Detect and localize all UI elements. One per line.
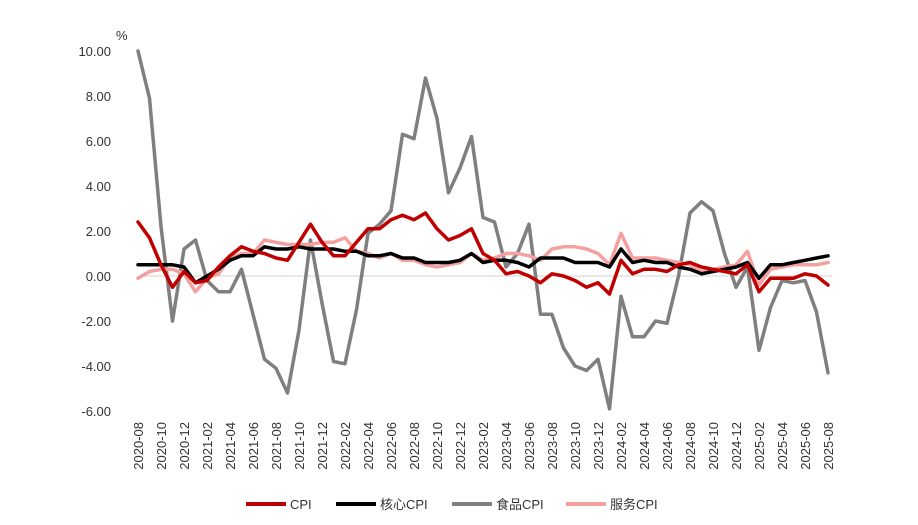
y-axis-unit-label: % xyxy=(116,28,128,43)
x-tick-label: 2024-04 xyxy=(637,422,652,470)
x-tick-label: 2020-12 xyxy=(177,422,192,470)
x-tick-label: 2024-06 xyxy=(660,422,675,470)
y-tick-label: -4.00 xyxy=(81,359,111,374)
x-tick-label: 2022-08 xyxy=(407,422,422,470)
y-tick-label: 10.00 xyxy=(78,44,111,59)
legend-label: CPI xyxy=(290,497,312,512)
legend-label: 服务CPI xyxy=(610,497,658,512)
x-tick-label: 2022-02 xyxy=(338,422,353,470)
x-tick-label: 2021-02 xyxy=(200,422,215,470)
x-tick-label: 2022-12 xyxy=(453,422,468,470)
x-tick-label: 2023-10 xyxy=(568,422,583,470)
series-line-0 xyxy=(136,211,830,296)
x-tick-label: 2020-10 xyxy=(154,422,169,470)
y-tick-label: 0.00 xyxy=(86,269,111,284)
x-tick-label: 2023-06 xyxy=(522,422,537,470)
x-tick-label: 2021-06 xyxy=(246,422,261,470)
x-tick-label: 2024-08 xyxy=(683,422,698,470)
x-tick-label: 2021-12 xyxy=(315,422,330,470)
y-tick-label: 6.00 xyxy=(86,134,111,149)
y-tick-label: -2.00 xyxy=(81,314,111,329)
series-line-1 xyxy=(136,245,830,285)
y-axis-tick-labels: 10.00 8.00 6.00 4.00 2.00 0.00 -2.00 -4.00 -6.00 xyxy=(78,44,111,419)
x-tick-label: 2022-04 xyxy=(361,422,376,470)
x-tick-label: 2025-04 xyxy=(775,422,790,470)
x-tick-label: 2021-04 xyxy=(223,422,238,470)
legend: CPI 核心CPI 食品CPI 服务CPI xyxy=(246,497,658,512)
x-tick-label: 2021-08 xyxy=(269,422,284,470)
x-tick-label: 2023-08 xyxy=(545,422,560,470)
x-tick-label: 2022-06 xyxy=(384,422,399,470)
y-tick-label: 8.00 xyxy=(86,89,111,104)
y-tick-label: 2.00 xyxy=(86,224,111,239)
y-tick-label: -6.00 xyxy=(81,404,111,419)
legend-label: 核心CPI xyxy=(380,497,428,512)
x-tick-label: 2025-02 xyxy=(752,422,767,470)
x-tick-label: 2023-04 xyxy=(499,422,514,470)
x-tick-label: 2024-12 xyxy=(729,422,744,470)
x-tick-label: 2020-08 xyxy=(131,422,146,470)
y-tick-label: 4.00 xyxy=(86,179,111,194)
x-tick-label: 2022-10 xyxy=(430,422,445,470)
series-line-2 xyxy=(136,49,830,411)
x-tick-label: 2023-12 xyxy=(591,422,606,470)
x-axis-tick-labels: 2020-08 2020-10 2020-12 2021-02 2021-04 2021-… xyxy=(131,422,836,470)
series-lines xyxy=(136,49,830,411)
x-tick-label: 2025-06 xyxy=(798,422,813,470)
x-tick-label: 2024-10 xyxy=(706,422,721,470)
x-tick-label: 2023-02 xyxy=(476,422,491,470)
x-tick-label: 2025-08 xyxy=(821,422,836,470)
legend-label: 食品CPI xyxy=(496,497,544,512)
x-tick-label: 2024-02 xyxy=(614,422,629,470)
x-tick-label: 2021-10 xyxy=(292,422,307,470)
